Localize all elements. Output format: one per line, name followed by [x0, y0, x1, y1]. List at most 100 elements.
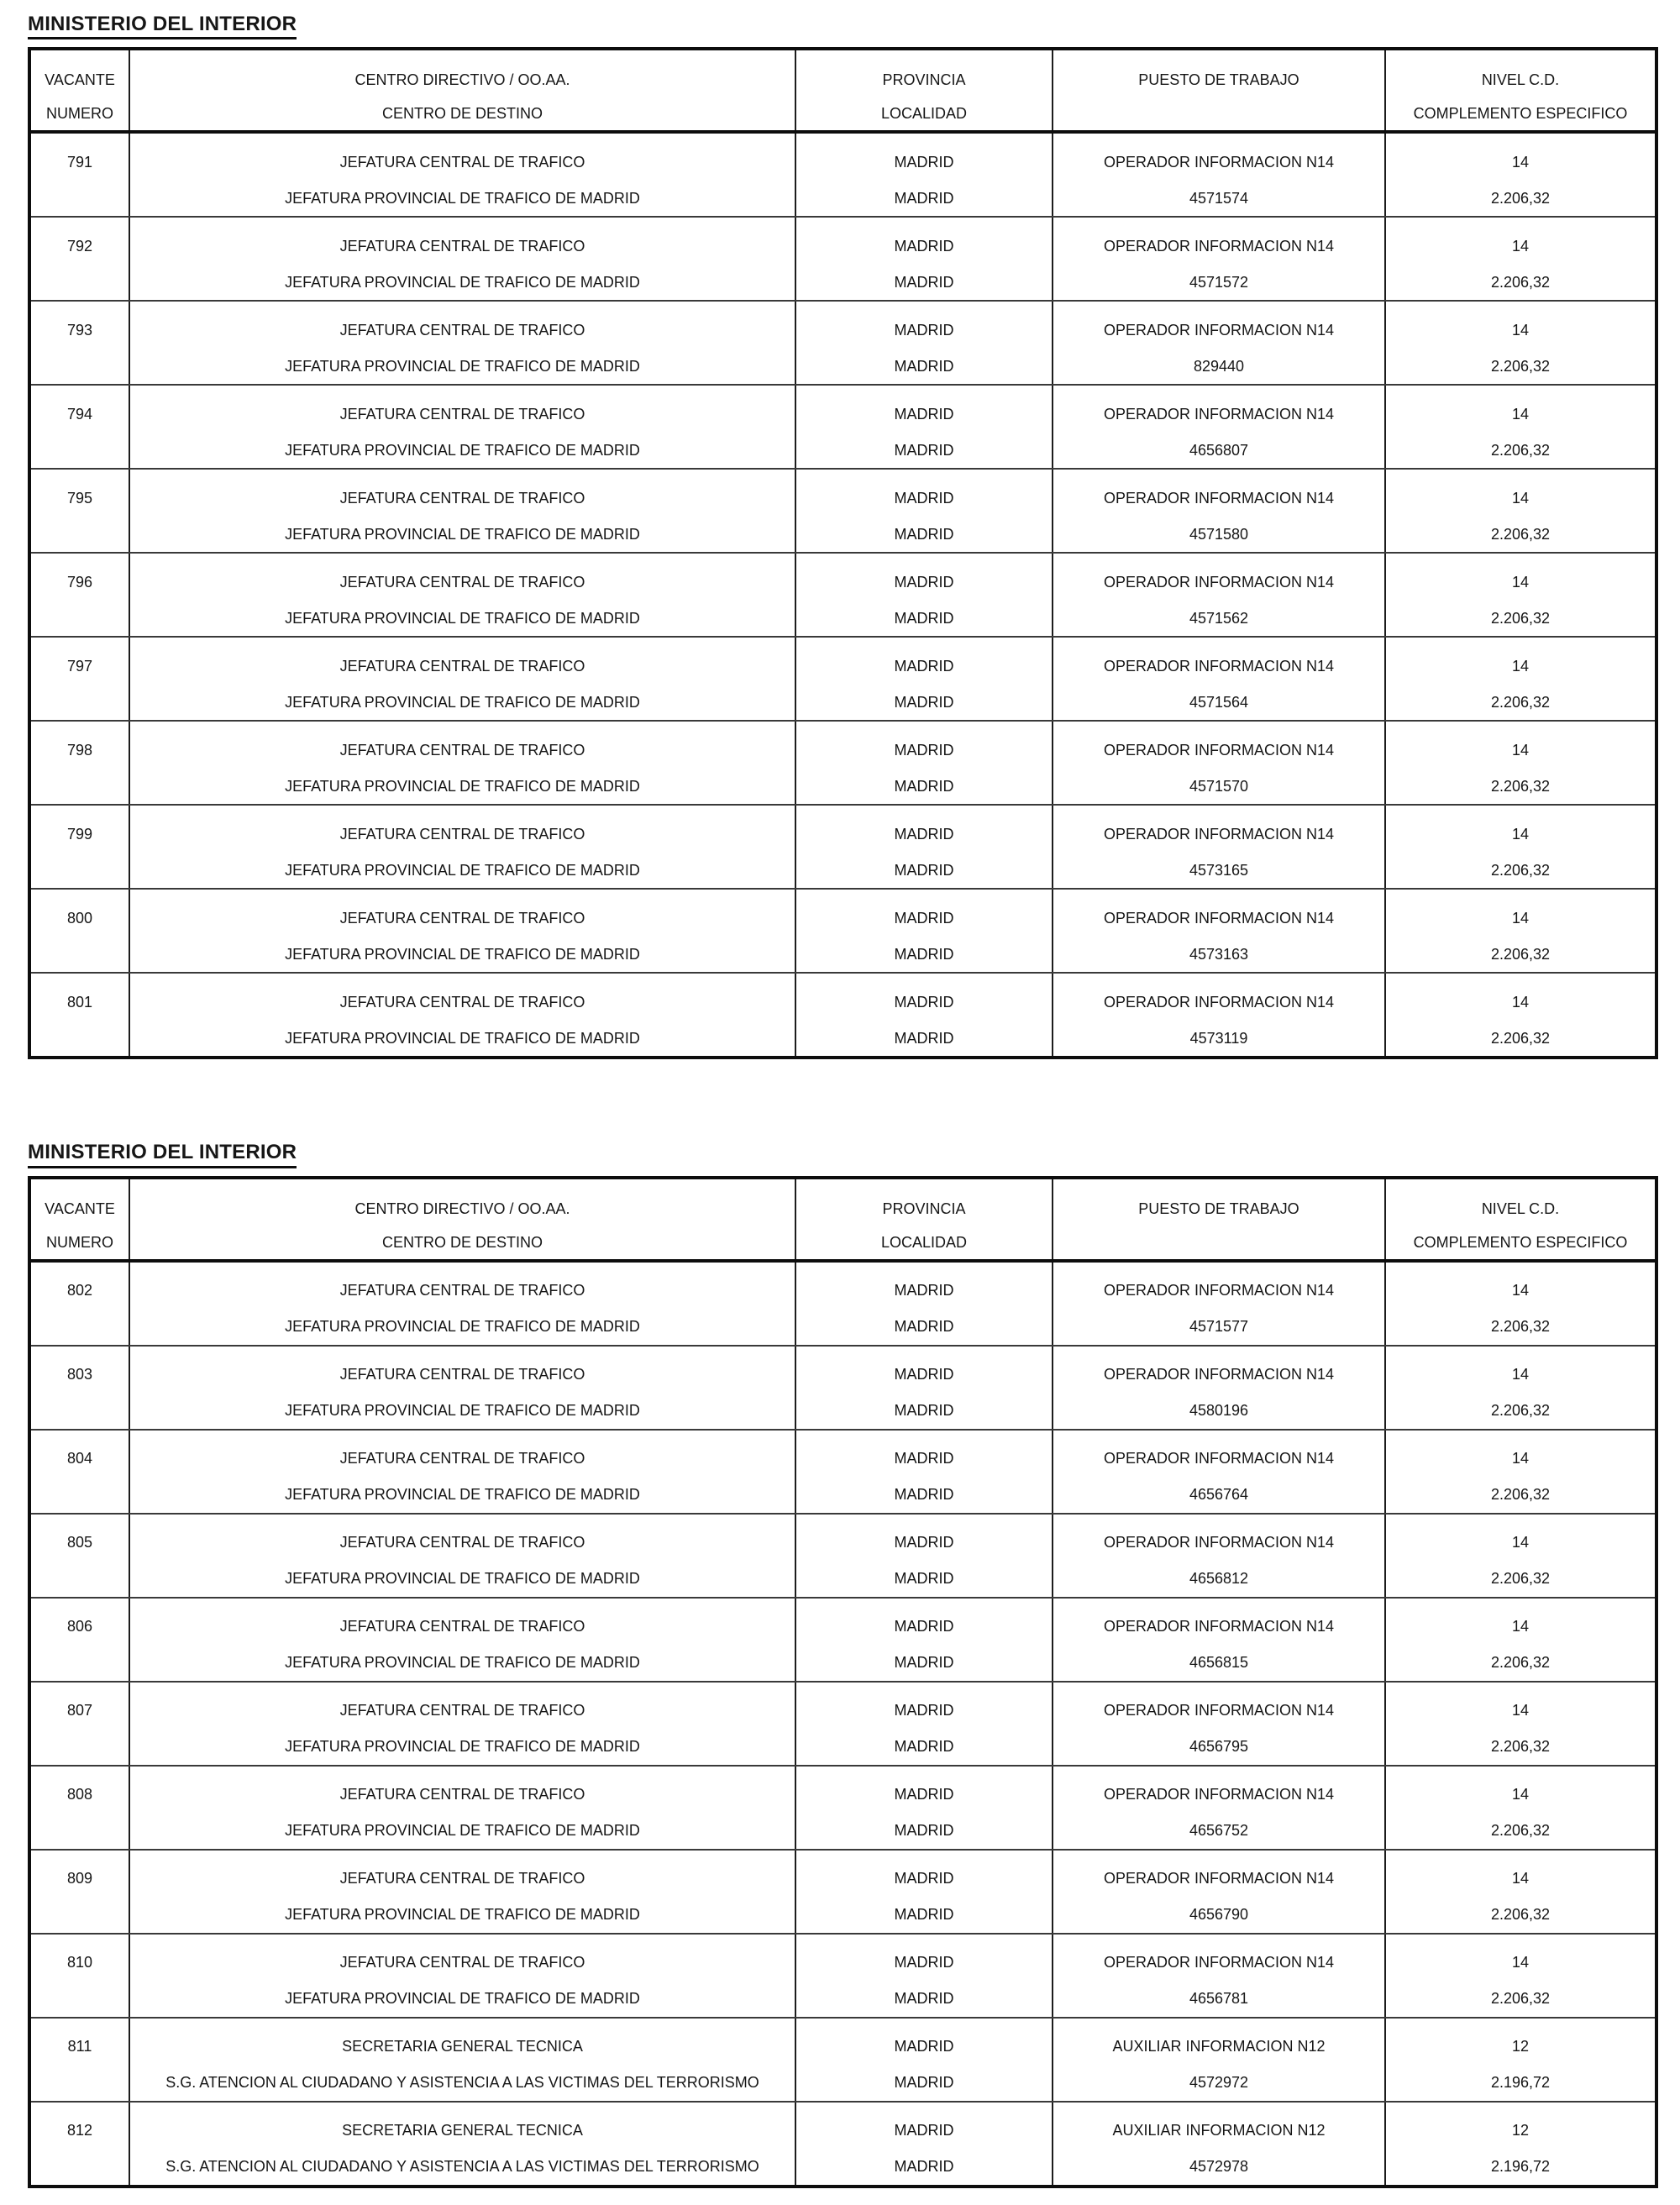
complemento-especifico: 2.206,32: [1490, 357, 1551, 375]
nivel-cd: 14: [1511, 1282, 1530, 1299]
header-centro-destino-line: CENTRO DE DESTINO: [381, 105, 543, 123]
cell-puesto: OPERADOR INFORMACION N14 4571562: [1052, 553, 1386, 638]
header-puesto-line: PUESTO DE TRABAJO: [1138, 71, 1299, 89]
ministry-title-wrap-2: MINISTERIO DEL INTERIOR: [28, 1142, 1655, 1168]
cell-nivel: 12 2.196,72: [1384, 2017, 1657, 2103]
vacante-empty-line: [31, 2065, 128, 2100]
puesto-trabajo: OPERADOR INFORMACION N14: [1103, 1534, 1335, 1551]
cell-puesto: OPERADOR INFORMACION N14 4656795: [1052, 1681, 1386, 1767]
vacante-number: 812: [66, 2122, 93, 2139]
cell-provincia: MADRID MADRID: [795, 553, 1053, 638]
provincia: MADRID: [894, 993, 954, 1011]
ministry-title-wrap-1: MINISTERIO DEL INTERIOR: [28, 13, 1655, 40]
complemento-especifico: 2.206,32: [1490, 273, 1551, 291]
provincia: MADRID: [894, 2038, 954, 2055]
centro-destino: JEFATURA PROVINCIAL DE TRAFICO DE MADRID: [285, 1029, 640, 1047]
cell-puesto: OPERADOR INFORMACION N14 4580196: [1052, 1345, 1386, 1431]
centro-directivo: JEFATURA CENTRAL DE TRAFICO: [339, 573, 585, 591]
vacante-empty-line: [31, 2149, 128, 2185]
cell-nivel: 12 2.196,72: [1384, 2101, 1657, 2187]
centro-destino: JEFATURA PROVINCIAL DE TRAFICO DE MADRID: [285, 441, 640, 459]
cell-nivel: 14 2.206,32: [1384, 1933, 1657, 2019]
vacancy-row: 803 JEFATURA CENTRAL DE TRAFICO JEFATURA…: [29, 1345, 1657, 1431]
nivel-cd: 14: [1511, 909, 1530, 927]
header-vacante-numero: VACANTE NUMERO: [29, 49, 130, 134]
cell-nivel: 14 2.206,32: [1384, 637, 1657, 722]
complemento-especifico: 2.206,32: [1490, 1486, 1551, 1504]
centro-directivo: JEFATURA CENTRAL DE TRAFICO: [339, 1702, 585, 1719]
header-vacante-line: VACANTE: [45, 1200, 115, 1217]
cell-vacante: 807: [29, 1681, 130, 1767]
provincia: MADRID: [894, 489, 954, 507]
cell-provincia: MADRID MADRID: [795, 637, 1053, 722]
cell-vacante: 805: [29, 1513, 130, 1599]
vacante-number: 795: [66, 489, 93, 507]
vacancy-row: 800 JEFATURA CENTRAL DE TRAFICO JEFATURA…: [29, 889, 1657, 974]
centro-directivo: JEFATURA CENTRAL DE TRAFICO: [339, 1870, 585, 1887]
cell-vacante: 812: [29, 2101, 130, 2187]
cell-centro: JEFATURA CENTRAL DE TRAFICO JEFATURA PRO…: [129, 1765, 796, 1851]
provincia: MADRID: [894, 573, 954, 591]
cell-nivel: 14 2.206,32: [1384, 301, 1657, 386]
localidad: MADRID: [894, 273, 954, 291]
cell-vacante: 796: [29, 553, 130, 638]
cell-nivel: 14 2.206,32: [1384, 469, 1657, 554]
centro-directivo: SECRETARIA GENERAL TECNICA: [342, 2122, 583, 2139]
header-vacante-line: VACANTE: [45, 71, 115, 89]
provincia: MADRID: [894, 657, 954, 675]
centro-directivo: JEFATURA CENTRAL DE TRAFICO: [339, 909, 585, 927]
header-nivel-complemento: NIVEL C.D. COMPLEMENTO ESPECIFICO: [1384, 49, 1657, 134]
puesto-codigo: 4580196: [1189, 1402, 1249, 1420]
puesto-codigo: 4571580: [1189, 525, 1249, 543]
provincia: MADRID: [894, 1702, 954, 1719]
vacancy-row: 793 JEFATURA CENTRAL DE TRAFICO JEFATURA…: [29, 301, 1657, 386]
vacancy-row: 804 JEFATURA CENTRAL DE TRAFICO JEFATURA…: [29, 1429, 1657, 1515]
vacante-empty-line: [31, 1020, 128, 1056]
cell-centro: JEFATURA CENTRAL DE TRAFICO JEFATURA PRO…: [129, 301, 796, 386]
vacante-number: 793: [66, 321, 93, 339]
puesto-trabajo: OPERADOR INFORMACION N14: [1103, 993, 1335, 1011]
cell-vacante: 811: [29, 2017, 130, 2103]
vacante-number: 805: [66, 1534, 93, 1551]
nivel-cd: 12: [1511, 2038, 1530, 2055]
vacancy-row: 796 JEFATURA CENTRAL DE TRAFICO JEFATURA…: [29, 553, 1657, 638]
vacancy-row: 791 JEFATURA CENTRAL DE TRAFICO JEFATURA…: [29, 132, 1657, 218]
vacancy-row: 798 JEFATURA CENTRAL DE TRAFICO JEFATURA…: [29, 721, 1657, 806]
centro-destino: JEFATURA PROVINCIAL DE TRAFICO DE MADRID: [285, 1990, 640, 2008]
provincia: MADRID: [894, 1954, 954, 1971]
cell-nivel: 14 2.206,32: [1384, 889, 1657, 974]
localidad: MADRID: [894, 1990, 954, 2008]
ministry-section-1: MINISTERIO DEL INTERIOR VACANTE NUMERO C…: [28, 13, 1658, 1060]
cell-provincia: MADRID MADRID: [795, 1513, 1053, 1599]
complemento-especifico: 2.206,32: [1490, 525, 1551, 543]
ministry-title: MINISTERIO DEL INTERIOR: [28, 13, 297, 40]
vacancy-row: 812 SECRETARIA GENERAL TECNICA S.G. ATEN…: [29, 2101, 1657, 2187]
header-vacante-numero: VACANTE NUMERO: [29, 1177, 130, 1263]
complemento-especifico: 2.206,32: [1490, 1402, 1551, 1420]
nivel-cd: 14: [1511, 489, 1530, 507]
localidad: MADRID: [894, 1822, 954, 1840]
nivel-cd: 14: [1511, 1786, 1530, 1803]
provincia: MADRID: [894, 2122, 954, 2139]
header-puesto-empty-line: [1054, 1226, 1383, 1257]
localidad: MADRID: [894, 1570, 954, 1588]
localidad: MADRID: [894, 1906, 954, 1924]
complemento-especifico: 2.206,32: [1490, 1822, 1551, 1840]
vacante-empty-line: [31, 1309, 128, 1344]
header-numero-line: NUMERO: [46, 105, 113, 123]
localidad: MADRID: [894, 1029, 954, 1047]
nivel-cd: 14: [1511, 657, 1530, 675]
puesto-trabajo: OPERADOR INFORMACION N14: [1103, 489, 1335, 507]
cell-centro: JEFATURA CENTRAL DE TRAFICO JEFATURA PRO…: [129, 1597, 796, 1683]
centro-destino: JEFATURA PROVINCIAL DE TRAFICO DE MADRID: [285, 273, 640, 291]
vacante-number: 802: [66, 1282, 93, 1299]
puesto-codigo: 4571562: [1189, 609, 1249, 627]
cell-provincia: MADRID MADRID: [795, 469, 1053, 554]
vacante-empty-line: [31, 1981, 128, 2016]
nivel-cd: 14: [1511, 825, 1530, 843]
puesto-codigo: 4571572: [1189, 273, 1249, 291]
complemento-especifico: 2.206,32: [1490, 1318, 1551, 1336]
puesto-trabajo: OPERADOR INFORMACION N14: [1103, 1954, 1335, 1971]
provincia: MADRID: [894, 1450, 954, 1467]
